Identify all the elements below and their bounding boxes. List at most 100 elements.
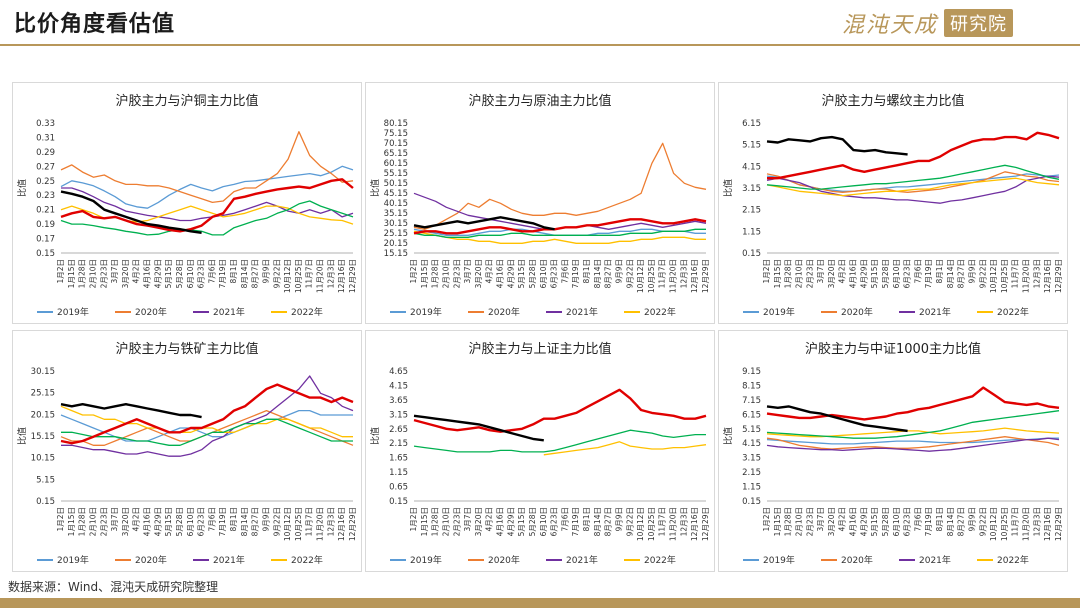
x-tick-label: 5月28日 xyxy=(175,507,184,536)
y-tick-label: 10.15 xyxy=(31,454,55,464)
x-tick-label: 8月1日 xyxy=(229,507,238,532)
x-tick-label: 6月10日 xyxy=(892,259,901,288)
series-line xyxy=(413,429,706,453)
x-tick-label: 5月15日 xyxy=(870,259,879,288)
x-tick-label: 2月23日 xyxy=(99,507,108,536)
x-tick-label: 8月27日 xyxy=(251,259,260,288)
series-line xyxy=(543,441,707,456)
x-tick-label: 7月19日 xyxy=(571,259,580,288)
x-tick-label: 6月10日 xyxy=(539,507,548,536)
x-tick-label: 2月10日 xyxy=(441,507,450,536)
y-tick-label: 50.15 xyxy=(384,179,408,189)
y-tick-label: 0.23 xyxy=(36,191,55,201)
y-tick-label: 15.15 xyxy=(384,249,408,259)
y-tick-label: 25.15 xyxy=(31,389,55,399)
legend-label: 2022年 xyxy=(644,554,676,566)
y-tick-label: 0.15 xyxy=(36,249,55,259)
series-line xyxy=(766,171,1060,193)
x-tick-label: 9月22日 xyxy=(625,259,634,288)
logo-box: 研究院 xyxy=(944,9,1014,37)
x-tick-label: 8月14日 xyxy=(946,507,955,536)
y-axis-label: 比值 xyxy=(722,179,734,197)
x-tick-label: 1月15日 xyxy=(420,507,429,536)
x-tick-label: 5月28日 xyxy=(881,507,890,536)
x-tick-label: 8月27日 xyxy=(251,507,260,536)
x-tick-label: 1月15日 xyxy=(773,259,782,288)
y-axis-label: 比值 xyxy=(16,179,28,197)
y-tick-label: 4.15 xyxy=(389,381,408,391)
y-tick-label: 1.15 xyxy=(742,227,761,237)
y-tick-label: 75.15 xyxy=(384,129,408,139)
legend-label: 2022年 xyxy=(997,554,1029,566)
legend-label: 2022年 xyxy=(644,306,676,318)
series-line xyxy=(413,228,706,238)
x-tick-label: 10月25日 xyxy=(294,259,303,293)
x-tick-label: 10月12日 xyxy=(989,507,998,541)
legend-label: 2022年 xyxy=(997,306,1029,318)
legend-label: 2019年 xyxy=(410,306,442,318)
x-tick-label: 11月20日 xyxy=(316,259,325,293)
x-tick-label: 8月14日 xyxy=(946,259,955,288)
x-tick-label: 7月19日 xyxy=(218,507,227,536)
x-tick-label: 10月25日 xyxy=(647,259,656,293)
x-tick-label: 7月6日 xyxy=(560,507,569,532)
series-line xyxy=(413,388,707,433)
series-line xyxy=(766,164,1060,190)
y-tick-label: 20.15 xyxy=(384,239,408,249)
y-tick-label: 15.15 xyxy=(31,432,55,442)
x-tick-label: 11月7日 xyxy=(658,507,667,536)
x-tick-label: 6月23日 xyxy=(197,259,206,288)
x-tick-label: 7月19日 xyxy=(924,507,933,536)
x-tick-label: 9月9日 xyxy=(614,259,623,284)
x-tick-label: 7月19日 xyxy=(218,259,227,288)
x-tick-label: 1月28日 xyxy=(431,259,440,288)
x-tick-label: 1月28日 xyxy=(784,507,793,536)
x-tick-label: 4月29日 xyxy=(153,507,162,536)
x-tick-label: 12月16日 xyxy=(1043,507,1052,541)
x-tick-label: 11月20日 xyxy=(1022,259,1031,293)
y-tick-label: 0.19 xyxy=(36,220,55,230)
x-tick-label: 12月16日 xyxy=(690,259,699,293)
y-tick-label: 0.31 xyxy=(36,133,55,143)
x-tick-label: 4月2日 xyxy=(132,507,141,532)
series-line xyxy=(766,436,1060,450)
x-tick-label: 2月10日 xyxy=(88,259,97,288)
x-tick-label: 9月22日 xyxy=(978,259,987,288)
y-tick-label: 80.15 xyxy=(384,119,408,129)
x-tick-label: 6月10日 xyxy=(892,507,901,536)
series-line xyxy=(766,135,908,156)
series-line xyxy=(61,418,353,446)
y-tick-label: 20.15 xyxy=(31,410,55,420)
x-tick-label: 10月25日 xyxy=(647,507,656,541)
x-tick-label: 5月15日 xyxy=(164,507,173,536)
brand-logo: 混沌天成 研究院 xyxy=(842,8,1014,38)
y-axis-label: 比值 xyxy=(369,427,381,445)
x-tick-label: 10月12日 xyxy=(636,259,645,293)
legend-label: 2019年 xyxy=(57,554,89,566)
chart-title: 沪胶主力与螺纹主力比值 xyxy=(821,93,964,109)
x-tick-label: 12月29日 xyxy=(1054,507,1063,541)
x-tick-label: 2月10日 xyxy=(88,507,97,536)
series-line xyxy=(766,405,908,433)
x-tick-label: 5月28日 xyxy=(175,259,184,288)
x-tick-label: 6月23日 xyxy=(903,507,912,536)
y-tick-label: 1.15 xyxy=(742,483,761,493)
x-tick-label: 5月28日 xyxy=(528,507,537,536)
page-title: 比价角度看估值 xyxy=(14,12,176,37)
x-tick-label: 6月23日 xyxy=(903,259,912,288)
x-tick-label: 10月12日 xyxy=(283,259,292,293)
y-tick-label: 45.15 xyxy=(384,189,408,199)
series-line xyxy=(413,230,706,244)
x-tick-label: 1月15日 xyxy=(67,507,76,536)
y-tick-label: 30.15 xyxy=(31,367,55,377)
y-tick-label: 4.15 xyxy=(742,162,761,172)
x-tick-label: 6月10日 xyxy=(186,259,195,288)
y-tick-label: 0.15 xyxy=(742,249,761,259)
x-tick-label: 2月10日 xyxy=(794,259,803,288)
x-tick-label: 11月7日 xyxy=(305,507,314,536)
y-tick-label: 0.17 xyxy=(36,235,55,245)
x-tick-label: 1月28日 xyxy=(784,259,793,288)
series-line xyxy=(766,427,1060,438)
x-tick-label: 4月29日 xyxy=(506,507,515,536)
